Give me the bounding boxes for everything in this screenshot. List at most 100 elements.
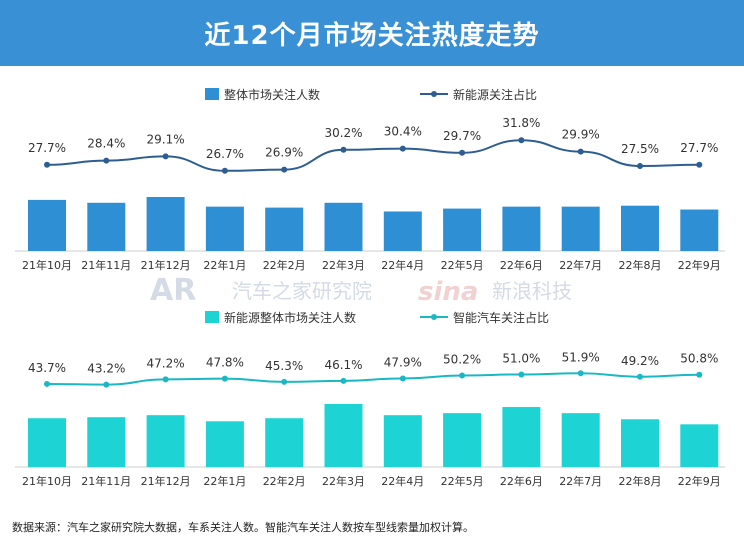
bottom-legend-line-label: 智能汽车关注占比 [453,310,549,325]
top-line-point [518,137,525,144]
top-data-label: 26.7% [206,147,244,161]
bottom-data-label: 50.8% [680,352,718,366]
top-line-point [637,163,643,169]
bottom-line-point [637,373,643,380]
top-category-label: 22年9月 [678,258,721,272]
top-bar [205,206,244,251]
charts-canvas: AR 汽车之家研究院 sina 新浪科技 整体市场关注人数 新能源关注占比 21年10月 21… [15,87,725,488]
bottom-line-point [696,371,703,378]
page-title: 近12个月市场关注热度走势 [204,20,540,51]
bottom-category-label: 21年12月 [141,474,191,488]
bottom-data-label: 50.2% [443,352,481,366]
bottom-bar [383,415,422,467]
top-category-label: 22年8月 [619,258,662,272]
top-data-label: 31.8% [502,116,540,130]
bottom-line-point [577,370,584,377]
top-series-line [46,139,700,172]
top-data-label: 29.1% [147,132,185,146]
bottom-line-point [221,375,228,382]
top-category-label: 21年10月 [22,258,72,272]
top-line-point [221,167,228,174]
bottom-category-label: 21年11月 [81,474,131,488]
top-category-label: 22年2月 [263,258,306,272]
bottom-line-point [459,372,466,379]
top-line-point [44,161,50,168]
bottom-data-label: 46.1% [324,358,362,372]
top-line-point [340,146,347,153]
bottom-data-label: 43.7% [28,361,66,375]
bottom-category-label: 21年10月 [22,474,72,488]
bottom-bar [324,404,363,467]
bottom-series-line [46,372,700,386]
bottom-category-label: 22年8月 [619,474,662,488]
top-data-label: 27.7% [680,141,718,155]
bottom-category-label: 22年7月 [559,474,602,488]
bottom-category-label: 22年2月 [263,474,306,488]
bottom-category-label: 22年5月 [441,474,484,488]
bottom-legend-bar-swatch [205,311,219,323]
top-line-point [577,148,584,155]
bottom-data-label: 47.8% [206,356,244,370]
top-line-point [399,145,406,152]
top-data-label: 30.4% [384,125,422,139]
top-bar [561,206,600,251]
watermark-text-right: 新浪科技 [492,279,572,303]
top-bar [265,207,304,251]
top-bar [621,205,659,251]
top-data-label: 26.9% [265,146,303,160]
bottom-data-label: 51.9% [562,350,600,364]
top-data-label: 29.7% [443,129,481,143]
bottom-category-label: 22年4月 [381,474,424,488]
bottom-data-label: 47.2% [147,356,185,370]
top-line-point [281,166,288,173]
top-legend-bar-label: 整体市场关注人数 [224,87,320,102]
bottom-line-point [44,380,50,387]
top-legend-bar-swatch [205,88,219,100]
bottom-data-label: 47.9% [384,355,422,369]
bottom-legend-line-marker [431,314,437,320]
bottom-data-label: 45.3% [265,359,303,373]
bottom-line-point [162,376,169,383]
bottom-bar [680,424,719,467]
watermark-logo-left: AR [150,273,196,308]
top-data-label: 27.7% [28,141,66,155]
top-data-label: 29.9% [562,128,600,142]
bottom-bar [146,415,185,467]
top-bar [502,206,541,251]
bottom-bar [443,413,482,467]
bottom-line-point [399,375,406,382]
bottom-bar [205,421,244,467]
watermark-text-left: 汽车之家研究院 [232,279,372,303]
top-line-point [103,157,110,164]
top-bar [680,209,719,251]
top-bar [324,202,363,251]
header-banner: 近12个月市场关注热度走势 [0,0,744,66]
top-category-label: 22年1月 [203,258,246,272]
bottom-bar [265,418,304,467]
top-line-point [162,153,169,160]
top-data-label: 28.4% [87,137,125,151]
bottom-category-label: 22年9月 [678,474,721,488]
bottom-bar [28,418,66,467]
bottom-line-point [103,381,110,388]
bottom-bar [561,413,600,467]
top-bar [87,202,126,251]
top-bar [146,197,185,251]
bottom-line-point [518,371,525,378]
top-bar [443,208,482,251]
bottom-legend-bar-label: 新能源整体市场关注人数 [224,310,356,325]
watermark-logo-right: sina [418,277,478,307]
bottom-bar [502,407,541,467]
top-bar [383,211,422,251]
bottom-category-label: 22年1月 [203,474,246,488]
top-category-label: 21年11月 [81,258,131,272]
top-line-point [696,161,703,168]
footer-note: 数据来源：汽车之家研究院大数据，车系关注人数。智能汽车关注人数按车型线索量加权计… [12,521,474,534]
top-legend-line-label: 新能源关注占比 [453,87,537,102]
top-category-label: 22年5月 [441,258,484,272]
bottom-data-label: 43.2% [87,362,125,376]
top-category-label: 21年12月 [141,258,191,272]
bottom-line-point [340,377,347,384]
top-bar [28,199,66,251]
top-category-label: 22年4月 [381,258,424,272]
